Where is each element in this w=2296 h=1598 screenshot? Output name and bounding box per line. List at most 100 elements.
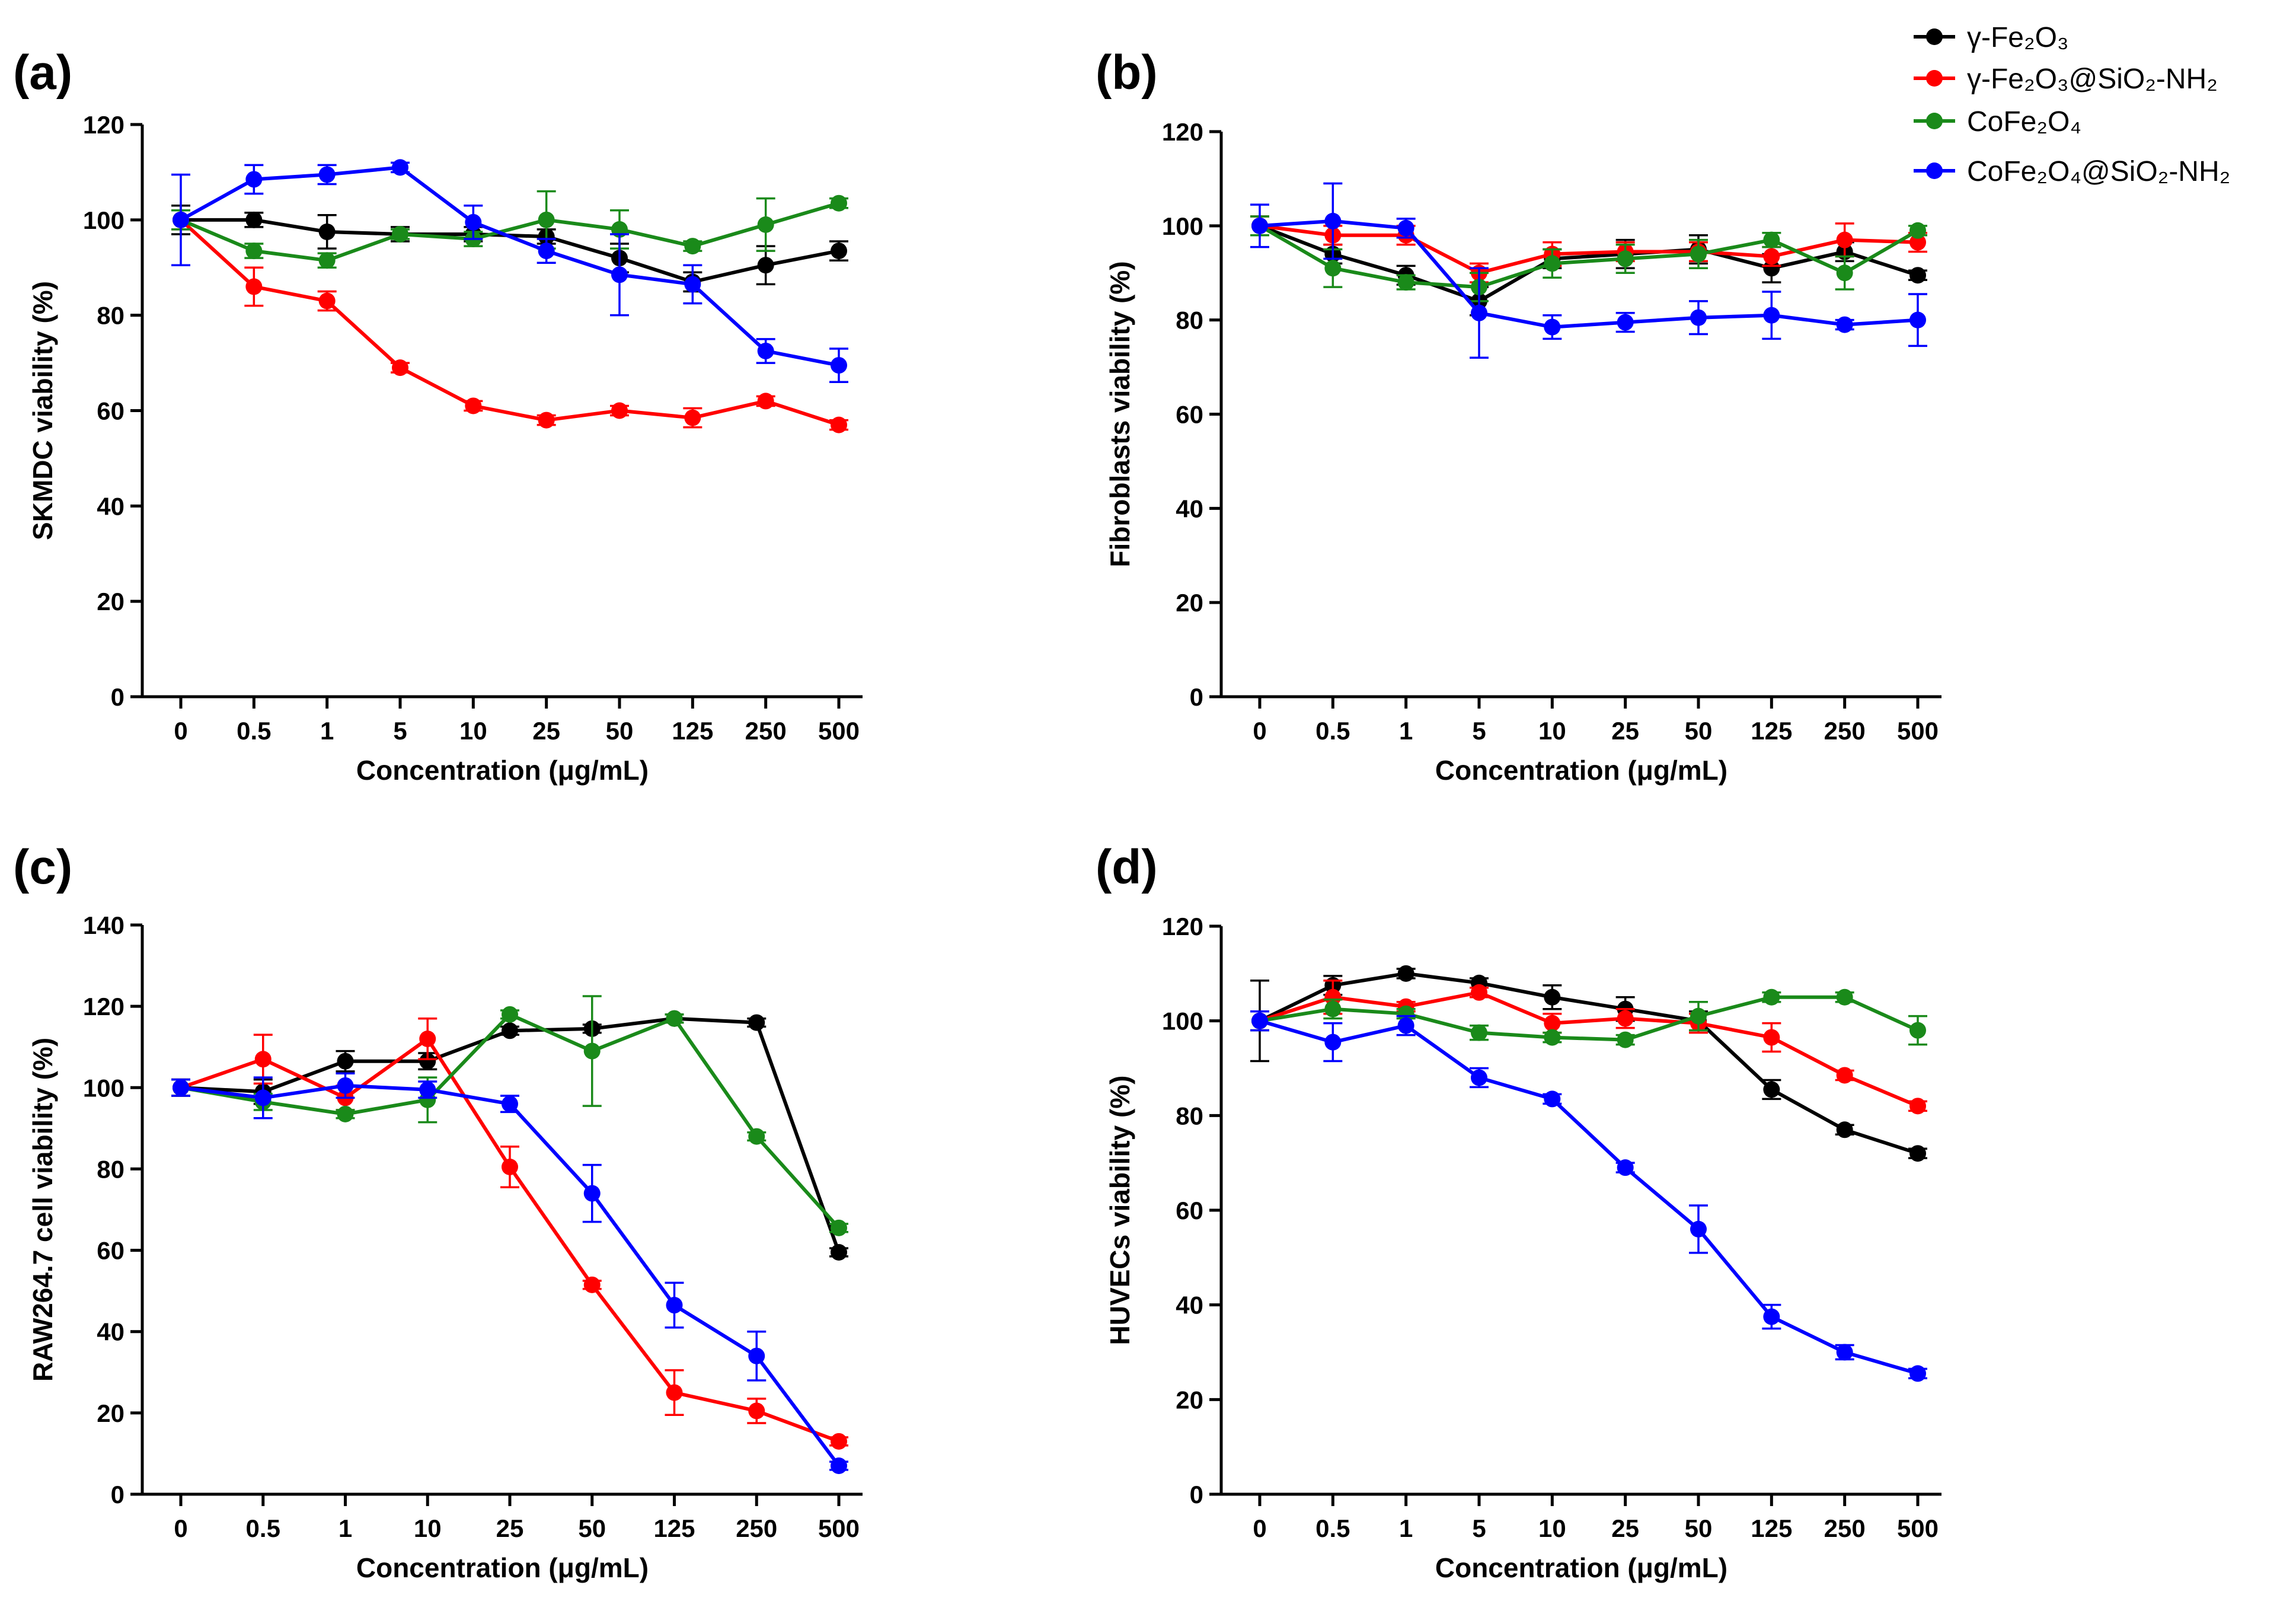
data-point	[1324, 1034, 1342, 1051]
data-point	[1836, 231, 1853, 248]
data-point	[1324, 988, 1342, 1006]
data-point	[502, 1022, 518, 1039]
chart-panel: (a) 0 20 40 60 80 100 120 0 0.5 1 5 10 25 50 125 250 500 C…	[13, 46, 863, 786]
data-point	[318, 252, 336, 269]
data-point	[666, 1384, 683, 1401]
data-point	[1471, 984, 1487, 1001]
y-tick-label: 40	[1176, 495, 1203, 522]
series	[1250, 980, 1927, 1115]
series	[1250, 1010, 1927, 1382]
data-point	[1471, 304, 1487, 321]
x-tick-label: 50	[606, 717, 634, 745]
x-tick-label: 250	[745, 717, 787, 745]
x-tick-label: 500	[818, 717, 860, 745]
data-point	[831, 1457, 847, 1474]
y-tick-label: 0	[1190, 1481, 1203, 1508]
x-tick-label: 125	[653, 1514, 695, 1542]
data-point	[831, 416, 847, 433]
data-point	[1763, 307, 1780, 324]
data-point	[1324, 1000, 1342, 1018]
data-point	[684, 409, 701, 426]
data-point	[1763, 260, 1780, 277]
data-point	[318, 166, 336, 183]
y-tick-label: 40	[1176, 1291, 1203, 1319]
panel-letter: (b)	[1096, 46, 1158, 100]
x-tick-label: 10	[1538, 717, 1566, 745]
x-tick-label: 50	[1685, 1514, 1713, 1542]
data-point	[1836, 1067, 1853, 1084]
data-point	[337, 1077, 354, 1094]
legend-label: γ-Fe₂O₃@SiO₂-NH₂	[1967, 63, 2218, 95]
data-point	[1617, 1031, 1634, 1048]
series-line	[1259, 971, 1918, 1156]
data-point	[1324, 260, 1342, 277]
y-tick-label: 80	[97, 1155, 124, 1183]
data-point	[1544, 1090, 1561, 1108]
data-point	[757, 393, 774, 410]
data-point	[611, 402, 628, 419]
data-point	[318, 292, 336, 310]
data-point	[1397, 1017, 1414, 1034]
data-point	[831, 357, 847, 374]
data-point	[748, 1128, 765, 1145]
x-tick-label: 0	[1253, 717, 1266, 745]
data-point	[1763, 248, 1780, 265]
series-line	[1259, 995, 1919, 1042]
data-point	[1397, 274, 1414, 291]
data-point	[1251, 1012, 1268, 1029]
data-point	[392, 359, 408, 377]
data-point	[1617, 250, 1634, 267]
data-point	[748, 1402, 765, 1420]
y-tick-label: 40	[97, 492, 124, 520]
series-line	[1259, 224, 1918, 303]
series-line	[180, 1012, 841, 1229]
legend-entry: CoFe₂O₄	[1914, 106, 2081, 138]
y-tick-label: 80	[97, 302, 124, 330]
x-tick-label: 0	[174, 717, 187, 745]
data-point	[611, 266, 628, 283]
data-point	[1617, 314, 1634, 331]
x-tick-label: 500	[818, 1514, 860, 1542]
legend-entry: CoFe₂O₄@SiO₂-NH₂	[1914, 156, 2230, 187]
data-point	[748, 1347, 765, 1364]
x-tick-label: 1	[339, 1514, 352, 1542]
legend-entry: γ-Fe₂O₃@SiO₂-NH₂	[1914, 63, 2218, 95]
data-point	[465, 397, 482, 414]
chart-panel: (c) 0 20 40 60 80 100 120 140 0 0.5 1 10 25 50 125 250 50…	[13, 840, 863, 1583]
y-tick-label: 120	[1162, 118, 1203, 146]
series-line	[1259, 219, 1918, 329]
x-tick-label: 0.5	[246, 1514, 280, 1542]
y-tick-label: 0	[1190, 683, 1203, 711]
series-line	[179, 218, 839, 427]
y-axis-title: Fibroblasts viability (%)	[1104, 261, 1135, 567]
data-point	[1544, 1029, 1561, 1046]
x-tick-label: 10	[459, 717, 487, 745]
data-point	[1544, 255, 1561, 272]
data-point	[831, 194, 847, 212]
data-point	[1471, 1069, 1487, 1086]
data-point	[419, 1052, 436, 1070]
data-point	[757, 216, 774, 233]
data-point	[1763, 988, 1780, 1006]
series	[171, 1017, 848, 1450]
data-point	[1836, 1344, 1853, 1361]
series	[171, 204, 848, 293]
y-tick-label: 100	[83, 1074, 124, 1102]
series-line	[180, 165, 839, 368]
y-axis-title: SKMDC viability (%)	[27, 281, 58, 540]
y-tick-label: 60	[1176, 1197, 1203, 1224]
data-point	[1690, 1220, 1707, 1237]
data-point	[1836, 988, 1853, 1006]
panel-letter: (c)	[13, 840, 72, 894]
y-tick-label: 100	[1162, 212, 1203, 240]
y-tick-label: 20	[1176, 589, 1203, 617]
x-tick-label: 5	[1472, 1514, 1486, 1542]
y-tick-label: 0	[111, 1481, 124, 1508]
data-point	[583, 1276, 601, 1293]
data-point	[684, 238, 701, 255]
y-tick-label: 120	[1162, 913, 1203, 940]
x-tick-label: 25	[1611, 1514, 1639, 1542]
series-line	[180, 201, 839, 263]
x-tick-label: 1	[1399, 1514, 1413, 1542]
